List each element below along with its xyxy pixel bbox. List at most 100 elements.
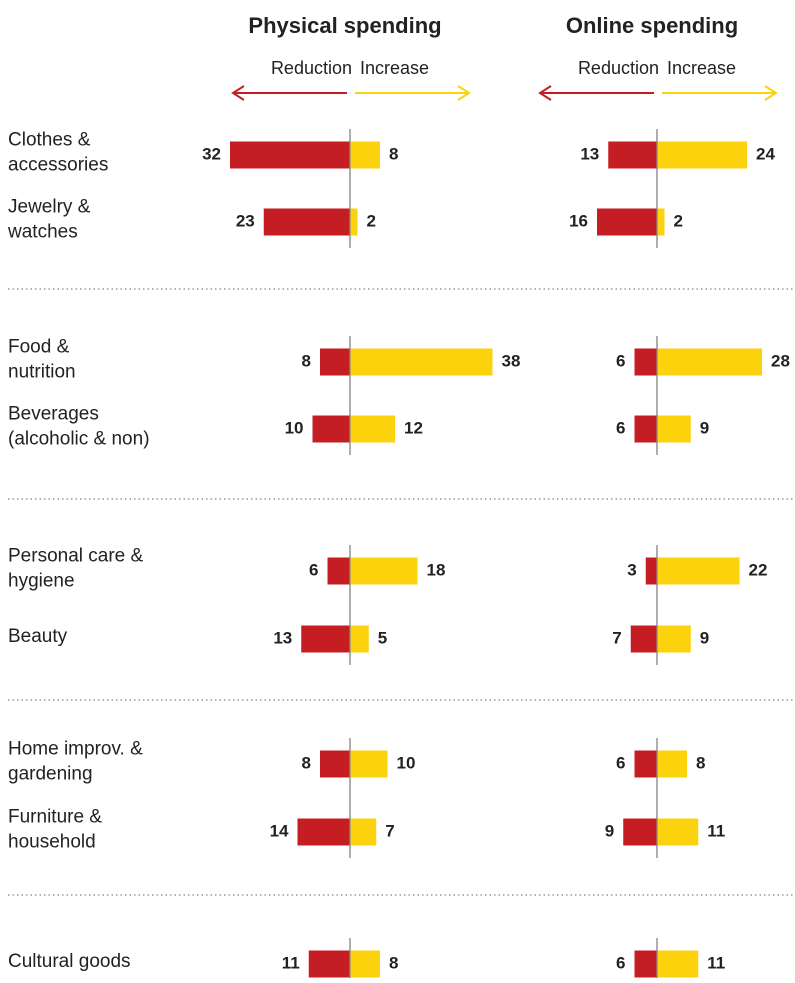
value-label: 7 bbox=[385, 821, 394, 840]
value-label: 10 bbox=[397, 753, 416, 772]
bar-reduction bbox=[634, 415, 657, 443]
bar-increase bbox=[657, 950, 699, 978]
category-label-line: Personal care & bbox=[8, 546, 144, 567]
value-label: 16 bbox=[569, 211, 588, 230]
bar-reduction bbox=[623, 818, 657, 846]
value-label: 13 bbox=[273, 628, 292, 647]
category-label: Food & nutrition bbox=[8, 337, 76, 383]
bar-increase bbox=[350, 208, 358, 236]
value-label: 6 bbox=[309, 560, 318, 579]
bar-increase bbox=[350, 141, 380, 169]
value-label: 9 bbox=[700, 418, 709, 437]
value-label: 13 bbox=[580, 144, 599, 163]
bar-increase bbox=[350, 415, 395, 443]
category-label-line: Home improv. & bbox=[8, 739, 143, 760]
value-label: 8 bbox=[389, 953, 398, 972]
value-label: 3 bbox=[627, 560, 636, 579]
category-label-line: (alcoholic & non) bbox=[8, 429, 150, 450]
value-label: 12 bbox=[404, 418, 423, 437]
bar-increase bbox=[350, 557, 418, 585]
legend-arrow bbox=[538, 85, 654, 101]
category-label: Clothes & accessories bbox=[8, 130, 108, 176]
value-label: 14 bbox=[270, 821, 289, 840]
value-label: 38 bbox=[502, 351, 521, 370]
legend-label: Increase bbox=[667, 58, 736, 78]
value-label: 23 bbox=[236, 211, 255, 230]
legend-label: Increase bbox=[360, 58, 429, 78]
bar-reduction bbox=[608, 141, 657, 169]
category-label-line: nutrition bbox=[8, 362, 76, 383]
category-label-line: Furniture & bbox=[8, 807, 102, 828]
category-label-line: Food & bbox=[8, 337, 70, 358]
bar-increase bbox=[350, 750, 388, 778]
bar-reduction bbox=[320, 750, 350, 778]
bar-increase bbox=[657, 750, 687, 778]
bar-reduction bbox=[597, 208, 657, 236]
bar-increase bbox=[350, 818, 377, 846]
legend-label: Reduction bbox=[271, 58, 352, 78]
value-label: 28 bbox=[771, 351, 790, 370]
value-label: 7 bbox=[612, 628, 621, 647]
category-label: Jewelry & watches bbox=[7, 197, 91, 243]
category-label-line: Beverages bbox=[8, 404, 99, 425]
category-label: Beverages (alcoholic & non) bbox=[8, 404, 150, 450]
bar-reduction bbox=[630, 625, 657, 653]
bar-increase bbox=[350, 625, 369, 653]
bar-increase bbox=[657, 415, 691, 443]
category-label-line: Beauty bbox=[8, 626, 68, 647]
category-label: Cultural goods bbox=[8, 951, 131, 972]
bar-increase bbox=[350, 950, 380, 978]
category-label: Beauty bbox=[8, 626, 68, 647]
value-label: 18 bbox=[427, 560, 446, 579]
bar-increase bbox=[657, 141, 747, 169]
legend-arrow bbox=[662, 85, 778, 101]
category-label-line: watches bbox=[7, 222, 78, 243]
value-label: 6 bbox=[616, 418, 625, 437]
bar-reduction bbox=[263, 208, 350, 236]
bar-increase bbox=[657, 348, 762, 376]
legend-label: Reduction bbox=[578, 58, 659, 78]
value-label: 32 bbox=[202, 144, 221, 163]
bar-reduction bbox=[327, 557, 350, 585]
panel-title: Physical spending bbox=[248, 13, 441, 38]
value-label: 8 bbox=[389, 144, 398, 163]
category-label-line: Clothes & bbox=[8, 130, 91, 151]
value-label: 11 bbox=[707, 821, 725, 840]
category-label-line: accessories bbox=[8, 155, 108, 176]
value-label: 6 bbox=[616, 753, 625, 772]
value-label: 9 bbox=[700, 628, 709, 647]
value-label: 6 bbox=[616, 351, 625, 370]
bar-reduction bbox=[312, 415, 350, 443]
bar-reduction bbox=[634, 750, 657, 778]
value-label: 2 bbox=[367, 211, 376, 230]
category-label-line: hygiene bbox=[8, 571, 75, 592]
value-label: 6 bbox=[616, 953, 625, 972]
category-label: Personal care & hygiene bbox=[8, 546, 144, 592]
panel-title: Online spending bbox=[566, 13, 738, 38]
bar-increase bbox=[657, 625, 691, 653]
bar-reduction bbox=[634, 950, 657, 978]
bar-reduction bbox=[634, 348, 657, 376]
bar-reduction bbox=[297, 818, 350, 846]
category-label-line: gardening bbox=[8, 764, 93, 785]
bar-reduction bbox=[645, 557, 657, 585]
bar-increase bbox=[657, 557, 740, 585]
value-label: 24 bbox=[756, 144, 775, 163]
bar-reduction bbox=[308, 950, 350, 978]
value-label: 8 bbox=[302, 753, 311, 772]
bar-reduction bbox=[301, 625, 350, 653]
value-label: 8 bbox=[302, 351, 311, 370]
value-label: 11 bbox=[282, 953, 300, 972]
category-label-line: Jewelry & bbox=[8, 197, 91, 218]
value-label: 11 bbox=[707, 953, 725, 972]
value-label: 5 bbox=[378, 628, 387, 647]
bar-increase bbox=[657, 208, 665, 236]
value-label: 9 bbox=[605, 821, 614, 840]
category-label: Furniture & household bbox=[8, 807, 102, 853]
category-label-line: Cultural goods bbox=[8, 951, 131, 972]
value-label: 22 bbox=[749, 560, 768, 579]
value-label: 8 bbox=[696, 753, 705, 772]
bar-reduction bbox=[320, 348, 350, 376]
